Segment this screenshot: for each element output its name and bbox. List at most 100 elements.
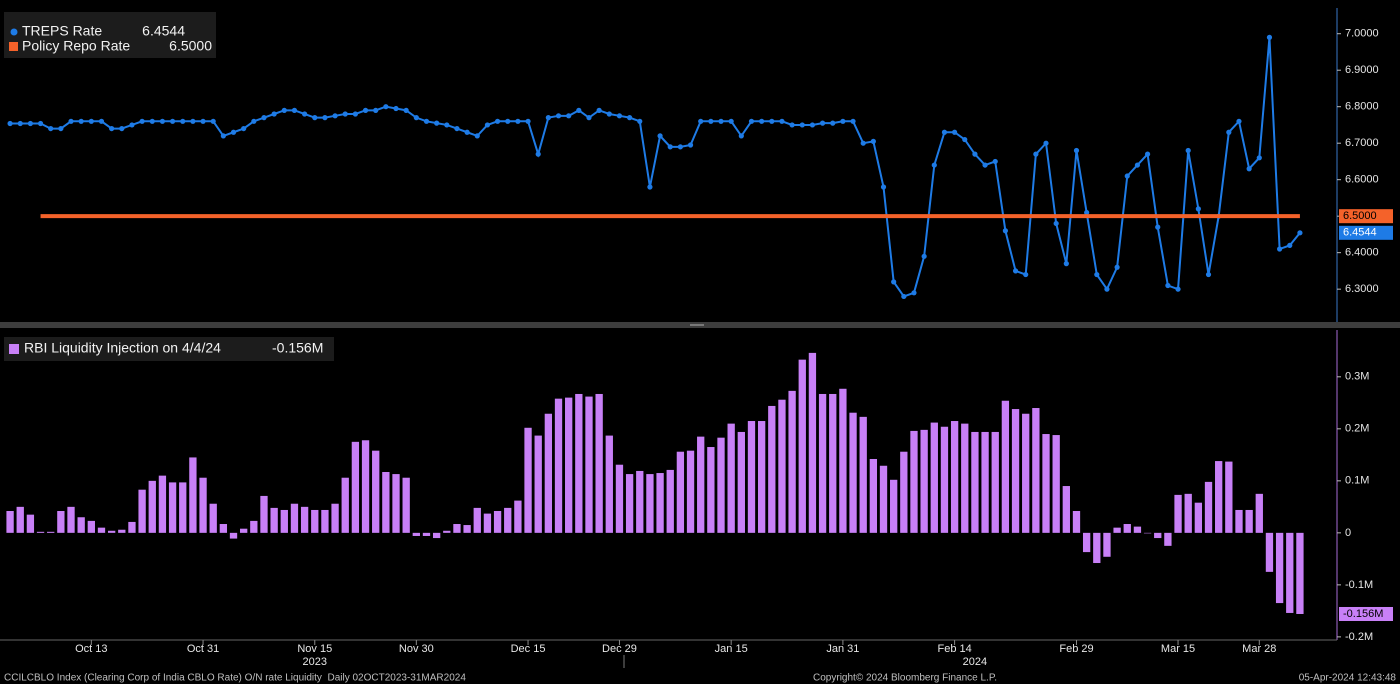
bar [331, 503, 339, 533]
bar [402, 477, 410, 533]
point [251, 118, 257, 124]
bar [1133, 526, 1142, 533]
y-tick-label: 7.0000 [1345, 28, 1379, 40]
point [352, 111, 358, 117]
bar [422, 532, 431, 536]
bar [757, 421, 766, 533]
point [1277, 246, 1283, 252]
bar [67, 506, 75, 533]
axis-tag [1339, 225, 1393, 240]
point [1185, 147, 1191, 154]
point [779, 118, 785, 124]
point [759, 118, 765, 124]
legend-marker [10, 28, 18, 36]
point [464, 129, 470, 135]
point [332, 113, 338, 119]
bar [432, 532, 441, 539]
bar [290, 503, 299, 533]
bar [189, 457, 197, 533]
point [555, 113, 562, 119]
bar [1154, 532, 1162, 539]
bar [1194, 502, 1203, 533]
bar [565, 397, 573, 533]
axis-tag-label: 6.5000 [1343, 210, 1377, 222]
bar [636, 470, 644, 533]
bar [1032, 408, 1040, 533]
point [413, 115, 419, 121]
bar [1082, 532, 1091, 553]
bar [493, 511, 502, 533]
point [190, 118, 196, 124]
bar [351, 441, 360, 533]
y-tick-label: -0.2M [1345, 631, 1373, 643]
point [210, 118, 216, 124]
point [88, 118, 94, 124]
legend-label: TREPS Rate [22, 23, 102, 39]
point [748, 118, 755, 124]
bar [1235, 509, 1243, 533]
bar [1225, 461, 1233, 533]
bar [240, 528, 248, 533]
point [383, 104, 389, 110]
bar [311, 509, 319, 533]
point [870, 138, 876, 144]
point [220, 133, 226, 139]
bar [625, 474, 634, 533]
bar [57, 511, 65, 533]
bar [118, 529, 126, 533]
point [149, 118, 155, 124]
point [444, 122, 450, 128]
bar [585, 396, 593, 533]
bar [341, 477, 349, 533]
bar [849, 412, 857, 533]
y-tick-label: 6.3000 [1345, 283, 1379, 295]
point [1155, 224, 1161, 230]
point [1012, 268, 1019, 274]
bar [890, 479, 898, 533]
point [1246, 166, 1252, 172]
point [119, 125, 125, 132]
bar [1113, 527, 1121, 533]
bar [808, 352, 817, 533]
bar [981, 431, 989, 533]
point [698, 118, 704, 124]
footer-source: CCILCBLO Index (Clearing Corp of India C… [4, 673, 466, 684]
point [373, 107, 379, 113]
bar [47, 531, 55, 533]
point [169, 118, 176, 124]
point [718, 118, 724, 124]
bar [16, 506, 24, 533]
point [901, 293, 907, 300]
y-tick-label: 6.8000 [1345, 101, 1379, 113]
point [48, 125, 54, 132]
bar [473, 507, 481, 533]
point [891, 279, 897, 285]
bar [168, 482, 177, 533]
point [68, 118, 74, 124]
point [98, 118, 105, 124]
bar [778, 399, 786, 533]
point [738, 133, 744, 139]
point [27, 120, 33, 127]
point [393, 105, 399, 112]
point [230, 129, 237, 135]
divider-handle [690, 324, 704, 326]
point [860, 140, 866, 146]
bar [412, 532, 420, 536]
bottom-legend-box [4, 337, 334, 361]
bar [361, 440, 370, 533]
point [1266, 34, 1273, 40]
bar [869, 458, 878, 533]
legend-value: 6.4544 [142, 23, 185, 39]
point [525, 118, 531, 124]
point [1297, 230, 1303, 236]
point [535, 151, 541, 157]
bar [747, 421, 756, 533]
point [687, 142, 694, 148]
bar [605, 435, 613, 533]
point [423, 118, 430, 124]
bar [818, 393, 827, 533]
bar [280, 509, 288, 533]
point [962, 136, 968, 143]
point [281, 107, 287, 113]
